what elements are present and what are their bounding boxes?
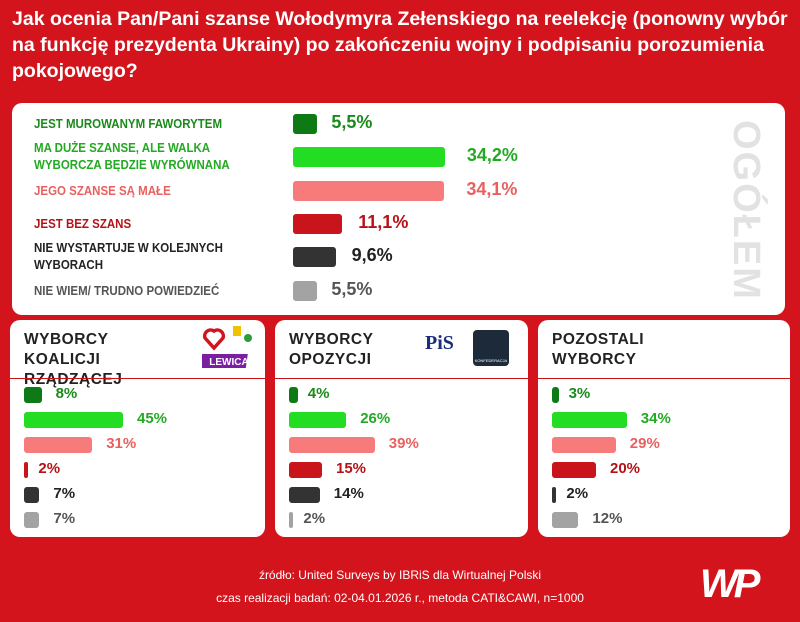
group-value: 45% [137,410,168,427]
answer-label: JEST MUROWANYM FAWORYTEM [34,116,223,131]
konfederacja-logo: KONFEDERACJA [473,330,509,366]
group-value: 8% [55,385,78,402]
group-value: 12% [592,510,623,527]
overall-label: OGÓŁEM [725,119,767,301]
answer-row: JEST BEZ SZANS 11,1% [12,207,712,241]
answer-value: 11,1% [358,212,409,232]
group-value: 15% [336,460,367,477]
opposition-panel: WYBORCY OPOZYCJI PiS KONFEDERACJA 4% 26%… [275,320,528,537]
answer-label: JEGO SZANSE SĄ MAŁE [34,183,171,198]
panel-title: WYBORCY KOALICJI RZĄDZĄCEJ [24,331,123,388]
group-bar [552,412,627,428]
pis-logo: PiS [425,332,454,354]
group-bar [552,462,596,478]
group-value: 14% [333,485,364,502]
group-value: 2% [566,485,589,502]
group-bar [24,412,123,428]
other-voters-panel: POZOSTALI WYBORCY 3% 34% 29% 20% 2% 12% [538,320,790,537]
wp-logo: WP [700,562,760,606]
answer-value: 34,2% [466,145,518,165]
answer-bar [293,281,318,301]
group-bar [289,412,347,428]
group-bar [552,387,559,403]
panel-title: POZOSTALI WYBORCY [552,331,645,368]
group-bar [24,487,40,503]
answer-label: MA DUŻE SZANSE, ALE WALKA WYBORCZA BĘDZI… [34,141,230,172]
group-bar [552,487,557,503]
group-value: 4% [307,385,330,402]
answer-bar [293,114,318,134]
group-value: 29% [629,435,660,452]
group-value: 31% [106,435,137,452]
group-value: 7% [53,510,76,527]
answer-bar [293,147,445,167]
coalition-panel: WYBORCY KOALICJI RZĄDZĄCEJ LEWICA 8% 45%… [10,320,265,537]
heart-logo-icon: LEWICA [199,326,252,368]
source-text: źródło: United Surveys by IBRiS dla Wirt… [258,568,542,582]
group-value: 3% [568,385,591,402]
panel-divider [275,378,528,379]
group-value: 26% [360,410,391,427]
answer-value: 5,5% [331,112,373,132]
group-bar [289,512,294,528]
group-bar [552,437,616,453]
group-value: 2% [38,460,61,477]
answer-bar [293,181,445,201]
answer-label: NIE WYSTARTUJE W KOLEJNYCH WYBORACH [34,241,223,272]
group-bar [289,437,375,453]
group-bar [552,512,579,528]
answer-bar [293,214,343,234]
group-bar [24,462,29,478]
answer-value: 5,5% [331,279,373,299]
answer-bar [293,247,336,267]
group-value: 2% [303,510,326,527]
answer-row: JEGO SZANSE SĄ MAŁE 34,1% [12,174,712,208]
panel-title: WYBORCY OPOZYCJI [289,331,374,368]
group-bar [24,387,42,403]
method-text: czas realizacji badań: 02-04.01.2026 r.,… [216,591,584,605]
group-bar [289,387,298,403]
group-value: 20% [610,460,641,477]
answer-value: 34,1% [466,179,518,199]
answer-row: NIE WIEM/ TRUDNO POWIEDZIEĆ 5,5% [12,274,712,308]
answer-label: NIE WIEM/ TRUDNO POWIEDZIEĆ [34,283,220,298]
answer-label: JEST BEZ SZANS [34,216,132,231]
answer-row: NIE WYSTARTUJE W KOLEJNYCH WYBORACH 9,6% [12,240,712,274]
group-value: 34% [640,410,671,427]
svg-text:LEWICA: LEWICA [209,357,248,368]
coalition-logos: LEWICA [199,324,260,372]
group-bar [24,437,93,453]
answer-row: JEST MUROWANYM FAWORYTEM 5,5% [12,107,712,141]
overall-chart: OGÓŁEM JEST MUROWANYM FAWORYTEM 5,5% MA D… [12,103,785,315]
group-bar [24,512,40,528]
panel-divider [10,378,265,379]
group-value: 7% [53,485,76,502]
answer-row: MA DUŻE SZANSE, ALE WALKA WYBORCZA BĘDZI… [12,140,712,174]
page-title: Jak ocenia Pan/Pani szanse Wołodymyra Ze… [12,8,788,82]
group-bar [289,462,322,478]
group-bar [289,487,320,503]
panel-divider [538,378,790,379]
answer-value: 9,6% [351,245,393,265]
group-value: 39% [388,435,419,452]
